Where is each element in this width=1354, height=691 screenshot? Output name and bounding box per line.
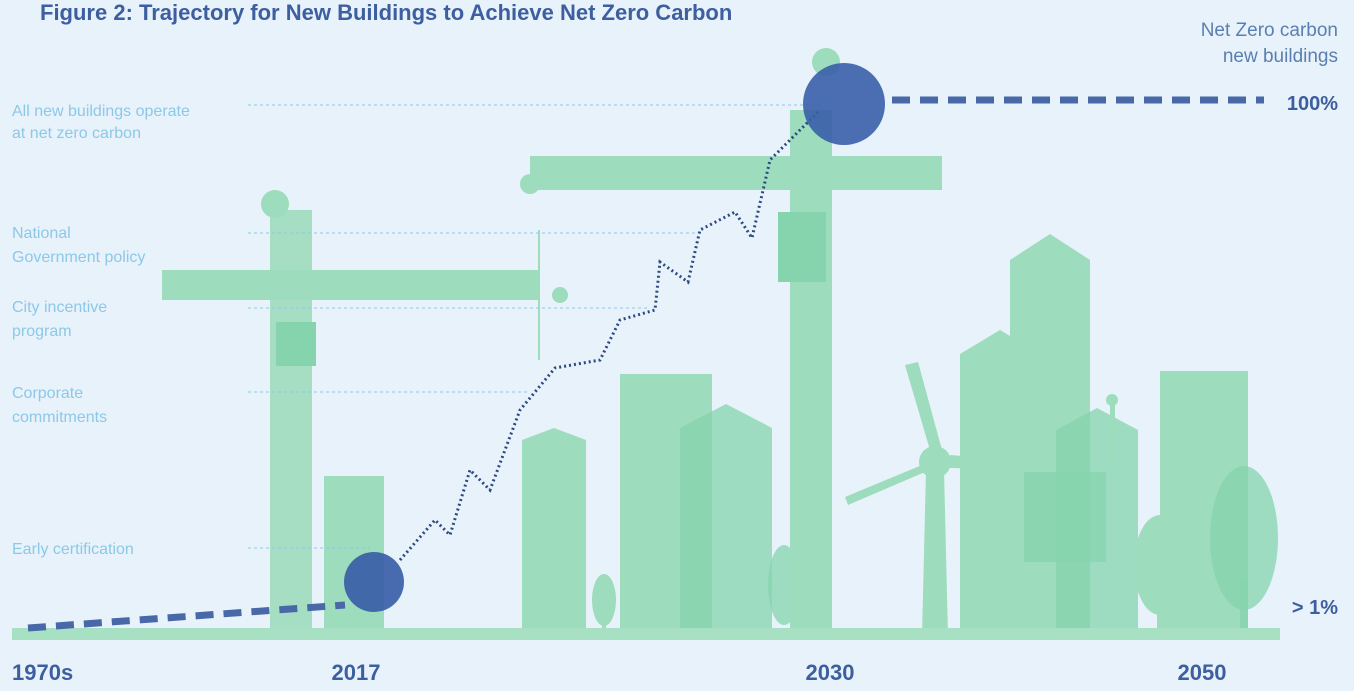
timeline-label: 1970s (12, 660, 73, 685)
title: Figure 2: Trajectory for New Buildings t… (40, 0, 732, 25)
milestone-label: Government policy (12, 249, 145, 266)
goal-label: new buildings (1223, 46, 1338, 67)
timeline-label: 2017 (332, 660, 381, 685)
end-label: 100% (1287, 93, 1338, 115)
end-label: > 1% (1292, 597, 1338, 619)
milestone-label: Corporate (12, 385, 83, 402)
milestone-label: National (12, 225, 71, 242)
milestone-label: All new buildings operate (12, 103, 190, 120)
timeline-label: 2050 (1178, 660, 1227, 685)
start-point (344, 552, 404, 612)
milestone-label: commitments (12, 409, 107, 426)
infographic: Figure 2: Trajectory for New Buildings t… (0, 0, 1354, 691)
milestone-label: at net zero carbon (12, 125, 141, 142)
milestone-label: program (12, 323, 72, 340)
milestone-label: City incentive (12, 299, 107, 316)
goal-point (803, 63, 885, 145)
goal-label: Net Zero carbon (1201, 20, 1338, 41)
timeline-label: 2030 (806, 660, 855, 685)
milestone-label: Early certification (12, 541, 134, 558)
